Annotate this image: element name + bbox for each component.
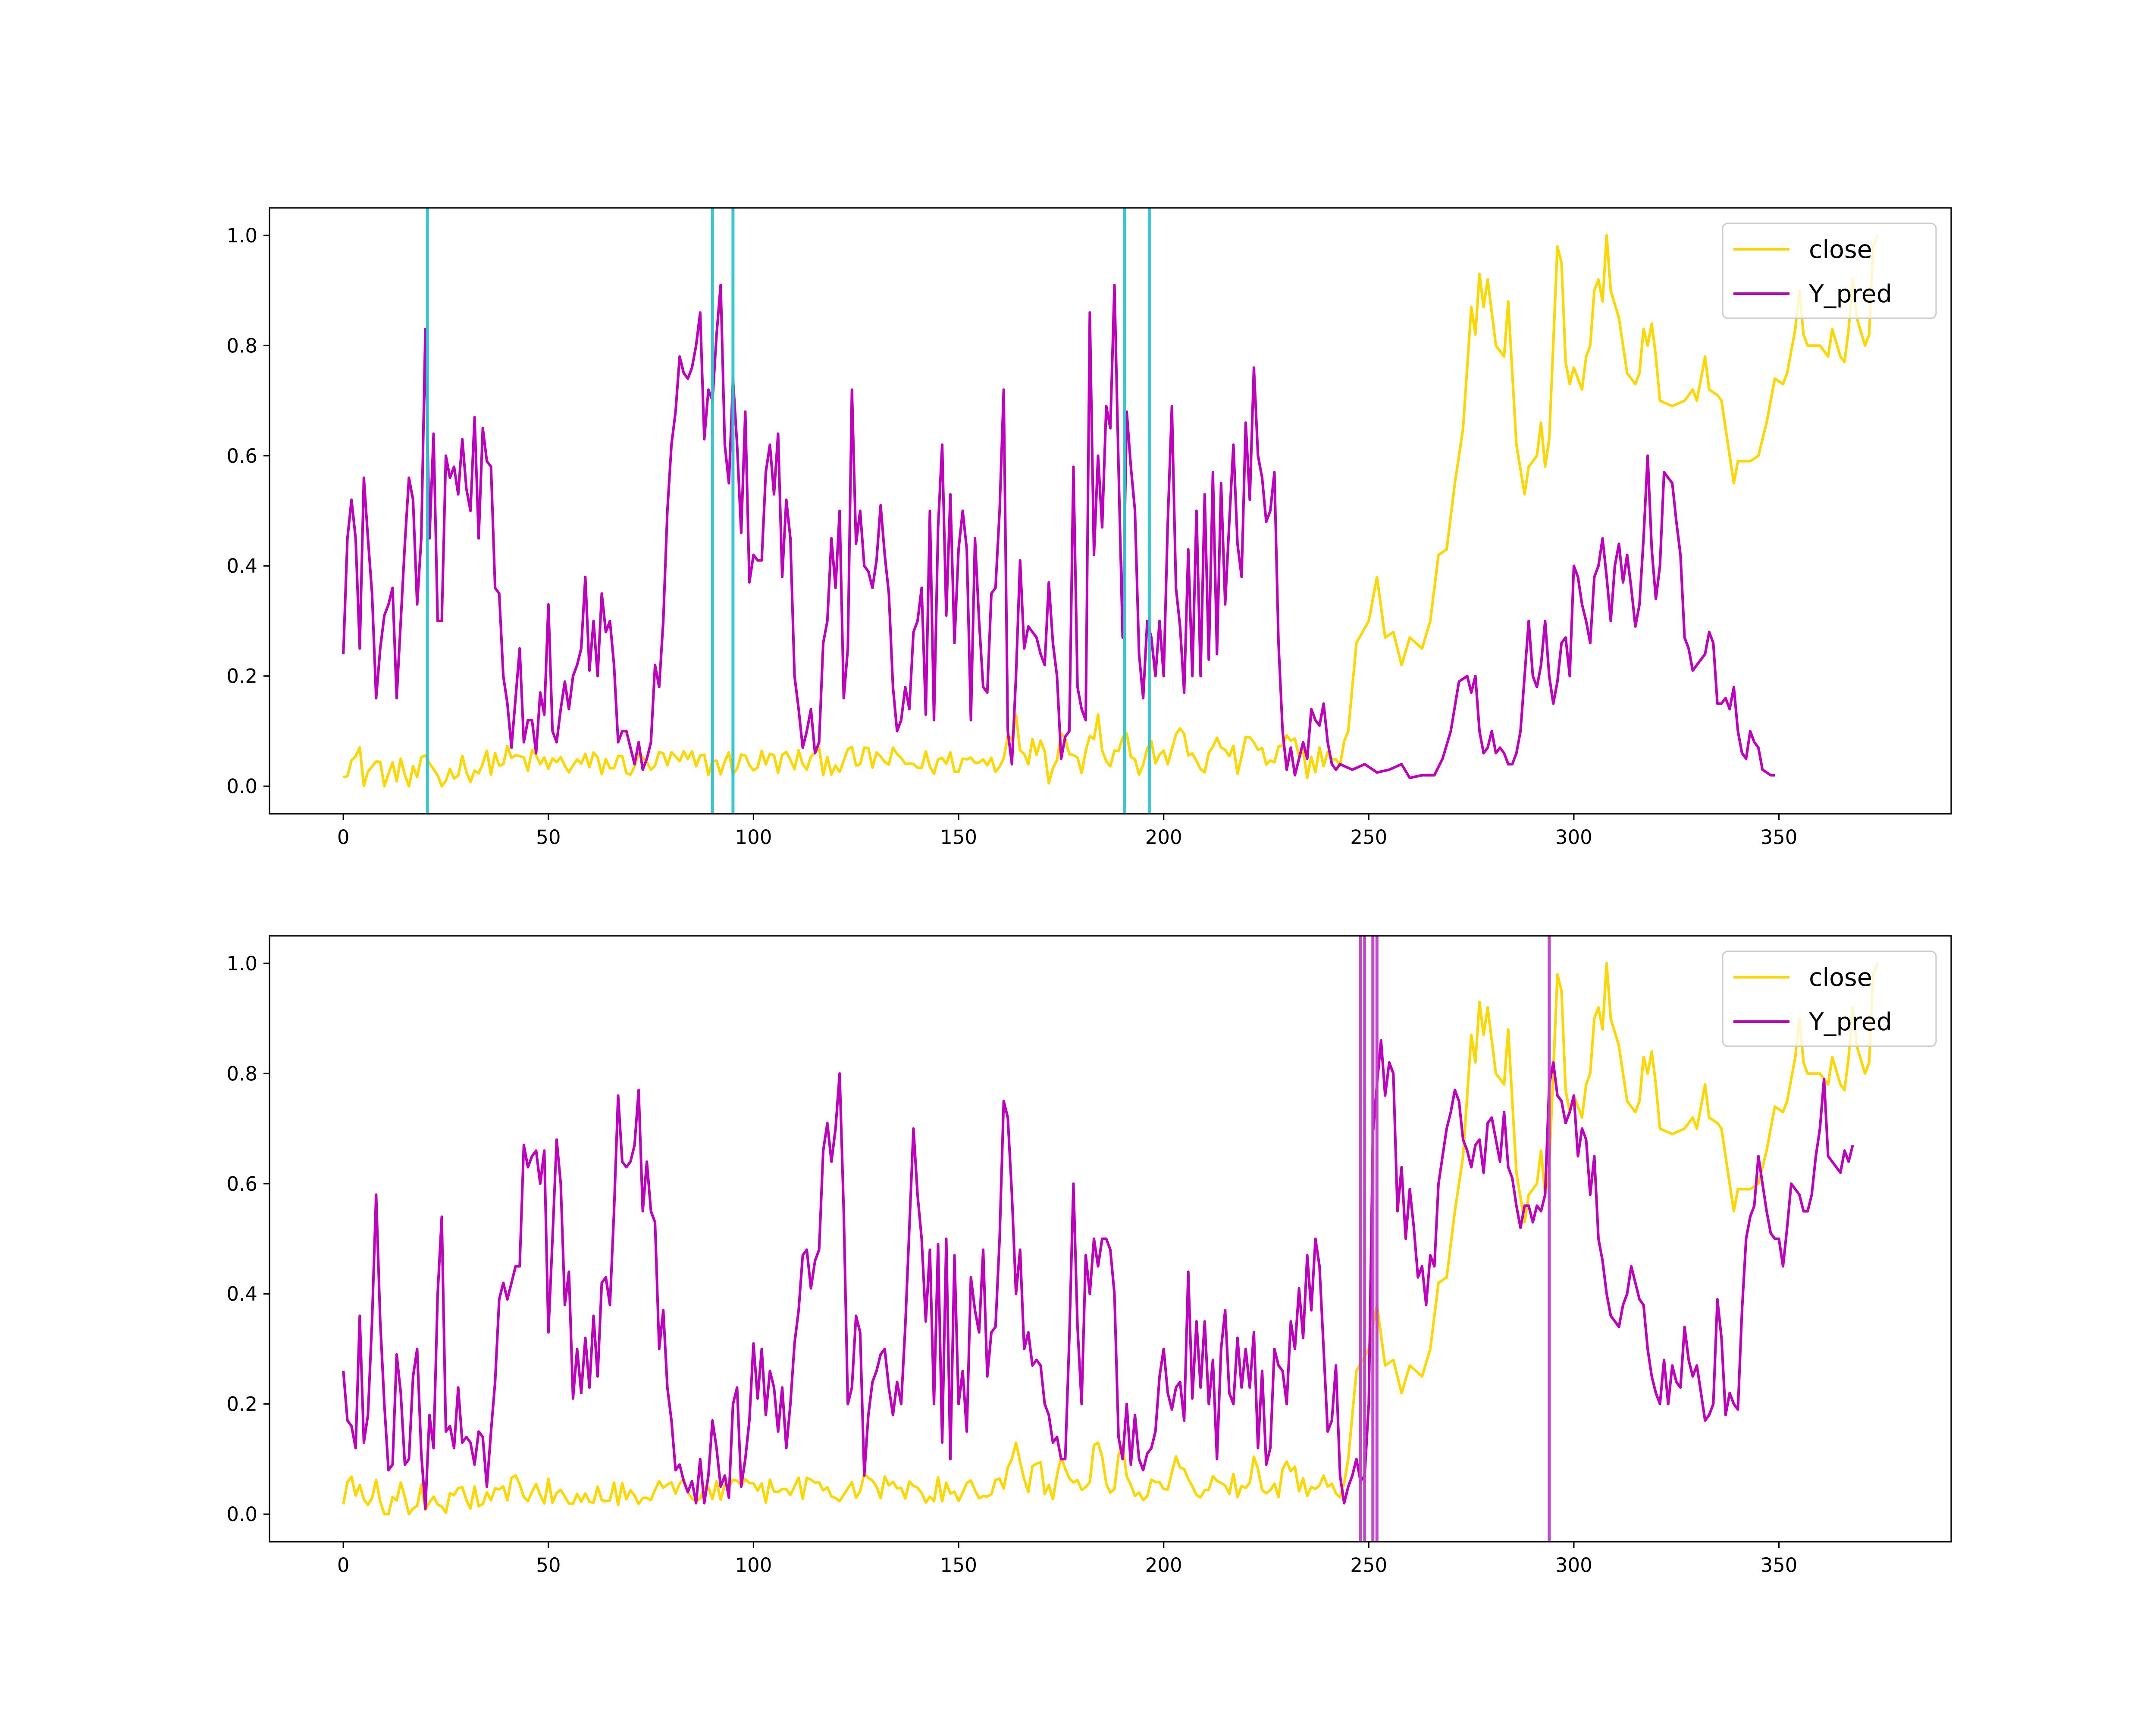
legend: close Y_pred [1722, 223, 1937, 319]
plot-area [342, 936, 1879, 1542]
legend-label-close: close [1809, 963, 1872, 992]
legend: close Y_pred [1722, 950, 1937, 1047]
x-tick-label: 100 [735, 826, 772, 849]
y-tick-label: 0.0 [226, 1503, 257, 1526]
x-tick-label: 350 [1761, 1554, 1798, 1577]
series-line-Y_pred [342, 283, 1775, 779]
legend-label-close: close [1809, 235, 1872, 264]
x-tick-label: 200 [1145, 826, 1182, 849]
plot-area [342, 208, 1879, 814]
x-tick-label: 250 [1350, 1554, 1387, 1577]
y-tick-label: 0.8 [226, 334, 257, 357]
legend-label-Y_pred: Y_pred [1808, 1008, 1892, 1036]
legend-label-Y_pred: Y_pred [1808, 280, 1892, 308]
y-tick-label: 0.8 [226, 1062, 257, 1085]
chart-panel-2: 0 50 100 150 200 250 300 350 0.0 0.2 0.4 0.6 0.8 1.0 c… [226, 935, 1952, 1577]
y-tick-label: 1.0 [226, 952, 257, 975]
series-line-Y_pred [342, 1039, 1854, 1510]
x-tick-label: 150 [940, 826, 977, 849]
x-tick-label: 300 [1555, 1554, 1592, 1577]
y-tick-label: 0.2 [226, 665, 257, 688]
x-tick-label: 250 [1350, 826, 1387, 849]
chart-panel-1: 0 50 100 150 200 250 300 350 0.0 0.2 0.4 0.6 0.8 1.0 c… [226, 207, 1952, 849]
y-tick-label: 0.0 [226, 775, 257, 798]
y-tick-label: 0.6 [226, 445, 257, 467]
y-tick-label: 0.4 [226, 1283, 257, 1305]
x-tick-label: 50 [536, 826, 561, 849]
y-tick-label: 1.0 [226, 224, 257, 247]
y-tick-label: 0.6 [226, 1173, 257, 1195]
x-tick-label: 0 [337, 1554, 350, 1577]
series-line-close [343, 234, 1879, 788]
axes-frame [269, 207, 1952, 815]
x-tick-label: 300 [1555, 826, 1592, 849]
series-line-close [342, 962, 1879, 1516]
x-tick-label: 50 [536, 1554, 561, 1577]
y-tick-label: 0.2 [226, 1393, 257, 1416]
x-tick-label: 0 [337, 826, 350, 849]
x-tick-label: 200 [1145, 1554, 1182, 1577]
x-tick-label: 350 [1761, 826, 1798, 849]
axes-frame [269, 935, 1952, 1543]
y-tick-label: 0.4 [226, 555, 257, 577]
x-tick-label: 150 [940, 1554, 977, 1577]
x-tick-label: 100 [735, 1554, 772, 1577]
